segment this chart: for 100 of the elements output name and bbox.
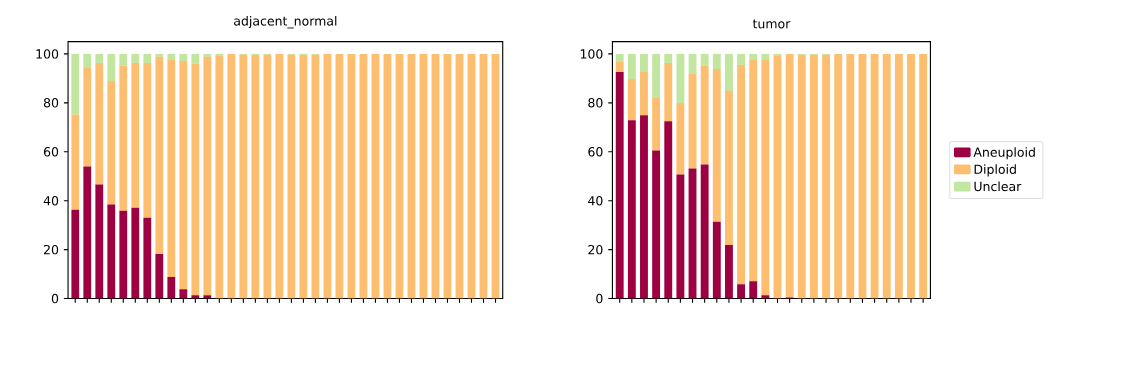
bar [737,284,746,299]
bar [737,54,746,66]
chart-title: adjacent_normal [234,16,337,29]
y-tick-label: 0 [51,294,59,304]
bar [822,55,830,299]
bar [155,57,164,255]
bar [627,120,636,299]
bar [870,54,879,299]
bar [167,277,176,299]
bar [615,62,624,73]
bar [652,97,661,151]
bar [95,63,104,185]
bar [155,254,164,299]
bar [71,54,80,115]
y-tick-label: 0 [596,294,603,304]
bar [749,281,758,299]
bar [167,54,176,61]
bar [203,57,212,296]
bar [834,54,843,299]
bar [275,54,284,299]
bar [640,72,648,116]
bar [712,221,721,299]
bar [627,79,636,121]
bar [700,164,709,299]
bar [95,54,104,64]
bar [846,54,855,299]
bar [299,55,308,299]
bar [107,204,116,299]
bar [615,54,624,63]
bar [179,289,188,299]
bar [907,54,915,299]
bar [919,54,928,299]
bar [809,55,818,299]
bar [652,150,661,299]
bar [107,54,116,82]
bar [215,56,224,299]
bar [95,184,104,299]
y-tick-label: 40 [588,196,603,206]
bar [627,54,636,80]
bar [640,54,648,73]
bar [737,65,746,285]
bar [761,54,770,61]
bar [203,54,212,58]
bar [725,54,733,92]
bar [71,114,80,210]
bar [179,54,188,62]
bar [251,55,260,299]
bar [155,54,164,58]
bar [749,54,758,61]
bar [615,72,624,299]
bar [664,54,673,64]
y-tick-label: 100 [580,49,603,59]
bar [191,64,200,296]
y-tick-label: 40 [43,196,59,206]
bar [83,54,92,69]
bar [131,54,140,64]
bar [882,54,891,299]
bar [640,115,648,299]
y-tick-label: 20 [43,245,59,255]
bar [179,61,188,290]
bar [712,69,721,222]
bar [143,54,152,64]
bar [239,55,248,299]
bar [749,60,758,282]
bar [119,66,128,211]
chart-title: tumor [752,19,791,29]
bar [797,55,806,299]
bar [712,54,721,70]
bar [83,166,92,299]
bar [167,60,176,278]
bar [107,81,116,205]
y-tick-label: 20 [588,245,603,255]
bar [664,121,673,299]
bar [725,245,733,299]
bar [652,54,661,98]
legend-label: Unclear [974,181,1022,192]
bar [700,54,709,67]
bar [676,54,685,104]
bar [191,54,200,65]
bar [785,54,794,298]
bar [725,91,733,246]
y-tick-label: 60 [43,147,59,157]
bar [131,208,140,299]
bar [119,54,128,67]
y-tick-label: 100 [36,49,59,59]
legend-label: Aneuploid [973,147,1035,160]
bar [83,68,92,167]
bar [119,210,128,299]
bar [676,174,685,299]
bar [700,66,709,165]
bar [287,55,296,299]
y-tick-label: 80 [588,98,603,108]
bar [263,55,272,299]
y-tick-label: 80 [43,98,59,108]
bar [894,54,903,299]
bar [664,63,673,122]
bar [311,55,320,299]
bar [227,54,236,299]
bar [131,63,140,209]
legend-label: Diploid [974,164,1016,177]
